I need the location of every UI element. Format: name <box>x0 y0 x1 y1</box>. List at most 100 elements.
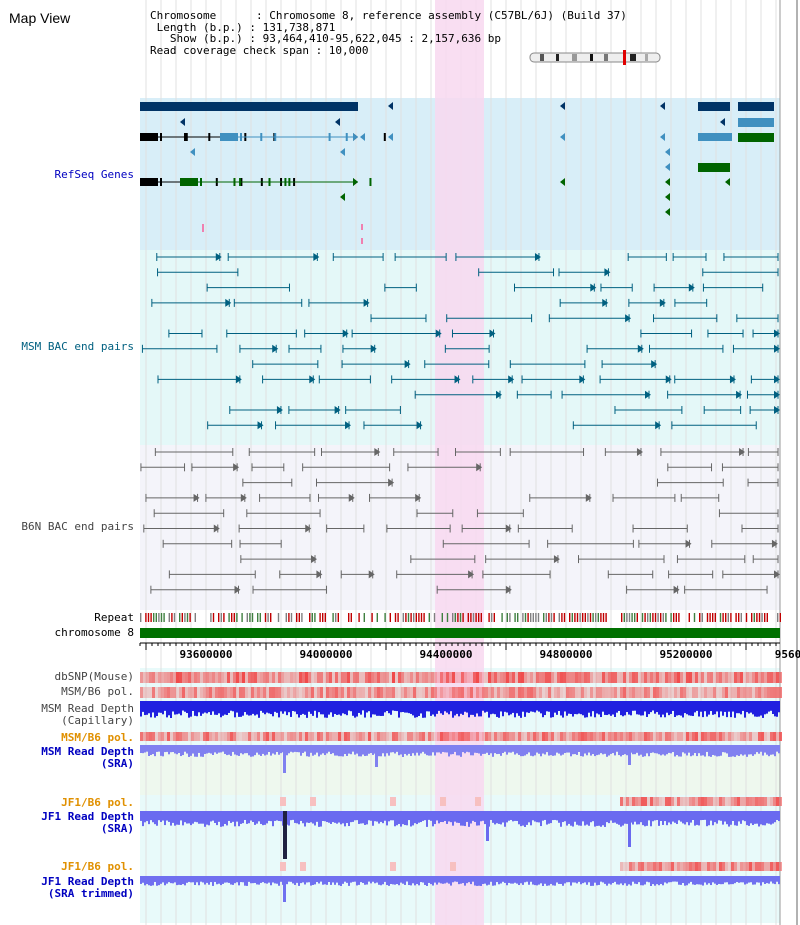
read-depth-bar <box>328 701 330 715</box>
snp-density-cell <box>740 672 743 683</box>
gene-exon <box>240 133 242 141</box>
snp-density-cell <box>149 672 152 683</box>
snp-density-cell <box>320 672 323 683</box>
read-depth-bar <box>340 811 342 825</box>
read-depth-bar <box>476 745 478 753</box>
read-depth-bar <box>744 811 746 822</box>
read-depth-bar <box>456 876 458 882</box>
read-depth-bar <box>434 811 436 825</box>
track-label-dbsnp[interactable]: dbSNP(Mouse) <box>54 670 134 683</box>
read-depth-bar <box>198 745 200 753</box>
read-depth-bar <box>342 876 344 884</box>
read-depth-bar <box>732 876 734 885</box>
repeat-mark <box>428 613 430 622</box>
read-depth-bar <box>688 745 690 753</box>
track-label-jf1-b6-pol-2[interactable]: JF1/B6 pol. <box>61 860 134 873</box>
track-label-msm-read-depth-sra[interactable]: MSM Read Depth (SRA) <box>41 746 134 770</box>
read-depth-bar <box>418 701 420 716</box>
info-chromosome: Chromosome : Chromosome 8, reference ass… <box>150 9 627 22</box>
read-depth-bar <box>752 811 754 826</box>
snp-density-cell <box>179 732 182 741</box>
ideogram-band <box>604 54 608 61</box>
track-label-msm-b6-pol[interactable]: MSM/B6 pol. <box>61 685 134 698</box>
read-depth-bar <box>306 701 308 718</box>
read-depth-bar <box>512 876 514 884</box>
track-label-repeat[interactable]: Repeat <box>94 611 134 624</box>
snp-density-cell <box>413 672 416 683</box>
track-label-jf1-read-depth-trimmed[interactable]: JF1 Read Depth (SRA trimmed) <box>41 876 134 900</box>
repeat-mark <box>563 613 566 622</box>
read-depth-bar <box>578 811 580 826</box>
snp-density-cell <box>776 797 779 806</box>
read-depth-bar <box>532 811 534 821</box>
read-depth-bar <box>760 701 762 716</box>
read-depth-bar <box>326 876 328 885</box>
read-depth-bar <box>370 811 372 821</box>
read-depth-bar <box>748 811 750 826</box>
snp-density-cell <box>296 672 299 683</box>
read-depth-bar <box>666 811 668 826</box>
read-depth-bar <box>232 701 234 712</box>
repeat-mark <box>644 613 646 622</box>
read-depth-bar <box>712 811 714 826</box>
snp-density-cell <box>470 672 473 683</box>
snp-density-cell <box>407 732 410 741</box>
snp-density-cell <box>656 672 659 683</box>
track-label-msm-read-depth-capillary[interactable]: MSM Read Depth (Capillary) <box>41 703 134 727</box>
read-depth-bar <box>730 811 732 825</box>
snp-density-cell <box>242 732 245 741</box>
track-label-jf1-read-depth-sra[interactable]: JF1 Read Depth (SRA) <box>41 811 134 835</box>
track-label-refseq[interactable]: RefSeq Genes <box>54 168 134 181</box>
read-depth-bar <box>716 701 718 712</box>
read-depth-bar <box>490 701 492 715</box>
gene-block <box>698 133 732 141</box>
read-depth-bar <box>634 811 636 822</box>
snp-density-cell <box>437 687 440 698</box>
read-depth-bar <box>626 876 628 886</box>
repeat-mark <box>764 613 766 622</box>
snp-density-cell <box>740 687 743 698</box>
read-depth-bar <box>394 876 396 885</box>
snp-density-cell <box>350 672 353 683</box>
read-depth-bar <box>460 701 462 714</box>
read-depth-bar <box>554 811 556 820</box>
repeat-mark <box>574 613 576 622</box>
repeat-mark <box>673 613 675 622</box>
read-depth-bar <box>434 876 436 883</box>
snp-density-cell <box>527 672 530 683</box>
snp-density-cell <box>503 732 506 741</box>
read-depth-bar <box>602 701 604 712</box>
snp-density-cell <box>710 797 713 806</box>
snp-density-cell <box>758 797 761 806</box>
track-label-msm-bac[interactable]: MSM BAC end pairs <box>21 340 134 353</box>
snp-density-cell <box>296 732 299 741</box>
read-depth-bar <box>774 811 776 823</box>
read-depth-bar <box>242 745 244 755</box>
snp-density-cell <box>338 687 341 698</box>
read-depth-bar <box>746 811 748 826</box>
read-depth-bar <box>224 811 226 824</box>
read-depth-bar <box>674 876 676 882</box>
track-label-jf1-b6-pol[interactable]: JF1/B6 pol. <box>61 796 134 809</box>
track-label-b6n-bac[interactable]: B6N BAC end pairs <box>21 520 134 533</box>
gene-arrow <box>665 193 670 201</box>
repeat-mark <box>670 613 672 622</box>
read-depth-bar <box>668 811 670 823</box>
read-depth-bar <box>718 701 720 718</box>
read-depth-bar <box>564 745 566 754</box>
repeat-mark <box>753 613 755 622</box>
snp-density-cell <box>767 862 770 871</box>
snp-density-cell <box>509 687 512 698</box>
msm-bac-arrow <box>416 421 423 430</box>
read-depth-spike <box>628 811 631 847</box>
read-depth-bar <box>516 876 518 884</box>
track-label-msm-b6-pol-2[interactable]: MSM/B6 pol. <box>61 731 134 744</box>
read-depth-bar <box>402 811 404 825</box>
snp-density-cell <box>308 672 311 683</box>
read-depth-bar <box>758 811 760 827</box>
read-depth-bar <box>746 701 748 713</box>
read-depth-bar <box>164 876 166 886</box>
read-depth-bar <box>336 701 338 715</box>
gene-arrow <box>335 118 340 126</box>
snp-density-cell <box>194 672 197 683</box>
